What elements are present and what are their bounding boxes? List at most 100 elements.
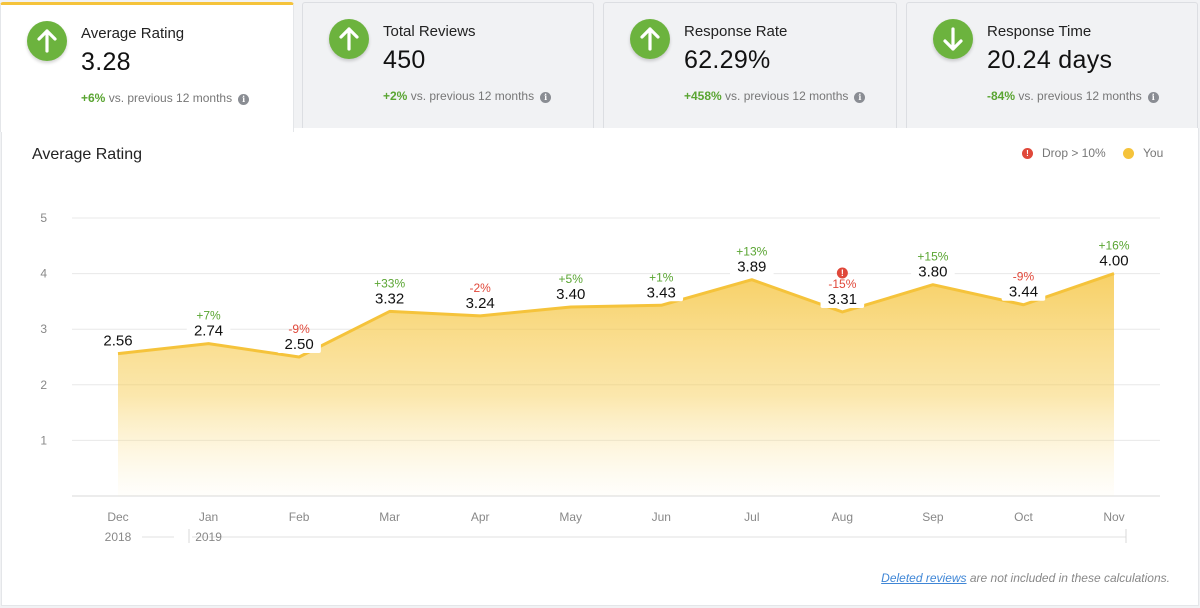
footnote-text: are not included in these calculations. (966, 571, 1170, 585)
kpi-trend-text: vs. previous 12 months (1015, 89, 1142, 103)
arrow-up-icon (630, 19, 670, 59)
y-tick-label: 5 (40, 211, 47, 225)
value-label: 2.56 (103, 333, 132, 350)
value-label-bg (96, 330, 140, 350)
kpi-trend-pct: -84% (987, 89, 1016, 103)
kpi-label: Average Rating (81, 25, 185, 42)
x-tick-label: Jan (199, 510, 218, 524)
legend-you: You (1123, 146, 1163, 160)
change-label: +33% (374, 276, 405, 290)
y-tick-label: 4 (40, 267, 47, 281)
change-label: +1% (649, 270, 674, 284)
kpi-trend: +6% vs. previous 12 months i (81, 91, 250, 105)
value-label-bg (277, 334, 321, 353)
value-label-bg (820, 288, 865, 308)
kpi-trend-text: vs. previous 12 months (721, 89, 849, 103)
kpi-trend: +2% vs. previous 12 months i (383, 89, 552, 103)
y-tick-label: 1 (40, 433, 47, 447)
alert-icon (836, 267, 848, 279)
value-label: 3.44 (1009, 284, 1038, 301)
kpi-value: 3.28 (81, 48, 131, 76)
kpi-card-response-rate[interactable]: Response Rate 62.29% +458% vs. previous … (603, 2, 897, 128)
value-label: 3.43 (647, 284, 676, 301)
arrow-down-icon (933, 19, 973, 59)
y-tick-label: 3 (40, 322, 47, 336)
deleted-reviews-link[interactable]: Deleted reviews (881, 571, 967, 585)
x-tick-label: Oct (1014, 510, 1033, 524)
change-label: -2% (470, 281, 492, 295)
x-tick-label: Jun (652, 510, 671, 524)
legend-drop: ! Drop > 10% (1022, 146, 1106, 160)
kpi-label: Response Time (987, 23, 1092, 40)
value-label: 3.40 (556, 286, 585, 303)
kpi-card-average-rating[interactable]: Average Rating 3.28 +6% vs. previous 12 … (0, 2, 294, 132)
kpi-card-total-reviews[interactable]: Total Reviews 450 +2% vs. previous 12 mo… (302, 2, 594, 128)
info-icon[interactable]: i (540, 92, 552, 103)
x-tick-label: Apr (471, 510, 490, 524)
change-label: -15% (828, 277, 856, 291)
value-label: 3.89 (737, 259, 766, 276)
value-label-bg (548, 283, 593, 303)
year-label: 2019 (195, 530, 222, 544)
value-label-bg (911, 261, 955, 281)
change-label: +5% (559, 272, 584, 286)
kpi-value: 450 (383, 46, 426, 74)
alert-icon-mark: ! (841, 268, 844, 278)
value-label: 3.31 (828, 291, 857, 308)
value-label: 3.80 (918, 264, 947, 281)
info-icon[interactable]: i (238, 94, 250, 105)
change-label: +13% (736, 245, 767, 259)
kpi-label: Response Rate (684, 23, 788, 40)
kpi-trend: -84% vs. previous 12 months i (987, 89, 1159, 103)
kpi-value: 20.24 days (987, 46, 1113, 74)
x-tick-label: Dec (107, 510, 128, 524)
change-label: +15% (917, 250, 948, 264)
arrow-up-icon (329, 19, 369, 59)
change-label: -9% (288, 322, 310, 336)
value-label: 2.50 (284, 336, 313, 353)
legend-you-label: You (1143, 146, 1164, 160)
x-tick-label: Jul (744, 510, 759, 524)
kpi-trend: +458% vs. previous 12 months i (684, 89, 866, 103)
rating-chart: 1 2 3 4 5 Dec Jan Feb Mar Apr May Jun Jul Aug Sep Oct No… (40, 211, 1160, 544)
change-label: -9% (1013, 270, 1035, 284)
chart-title: Average Rating (32, 146, 142, 163)
value-label: 3.24 (466, 295, 495, 312)
value-label-bg (1001, 281, 1046, 301)
value-label-bg (1092, 250, 1136, 270)
kpi-card-response-time[interactable]: Response Time 20.24 days -84% vs. previo… (906, 2, 1198, 128)
kpi-trend-pct: +6% (81, 91, 106, 105)
kpi-trend-pct: +458% (684, 89, 722, 103)
change-label: +7% (196, 309, 221, 323)
x-tick-label: Aug (832, 510, 853, 524)
change-label: +16% (1098, 239, 1129, 253)
x-tick-label: Sep (922, 510, 944, 524)
kpi-trend-pct: +2% (383, 89, 408, 103)
x-tick-label: Feb (289, 510, 310, 524)
kpi-label: Total Reviews (383, 23, 476, 40)
x-tick-label: May (559, 510, 582, 524)
kpi-trend-text: vs. previous 12 months (407, 89, 535, 103)
y-tick-label: 2 (40, 378, 47, 392)
legend-drop-label: Drop > 10% (1042, 146, 1106, 160)
series-line (117, 272, 1115, 359)
value-label-bg (639, 282, 684, 302)
value-label: 4.00 (1099, 253, 1128, 270)
info-icon[interactable]: i (1147, 92, 1159, 103)
value-label-bg (458, 292, 502, 312)
kpi-value: 62.29% (684, 46, 771, 74)
chart-panel: Average Rating ! Drop > 10% You 1 2 3 4 5 Dec… (1, 128, 1199, 606)
value-label: 2.74 (194, 323, 223, 340)
alert-icon: ! (1022, 147, 1033, 159)
year-label: 2018 (105, 530, 132, 544)
value-label-bg (367, 288, 412, 308)
info-icon[interactable]: i (854, 92, 866, 103)
x-tick-label: Mar (379, 510, 400, 524)
area-fill (118, 273, 1114, 496)
value-label-bg (186, 320, 231, 340)
value-label-bg (730, 256, 774, 276)
value-label: 3.32 (375, 290, 404, 307)
arrow-up-icon (27, 21, 67, 61)
x-tick-label: Nov (1103, 510, 1124, 524)
kpi-trend-text: vs. previous 12 months (105, 91, 233, 105)
